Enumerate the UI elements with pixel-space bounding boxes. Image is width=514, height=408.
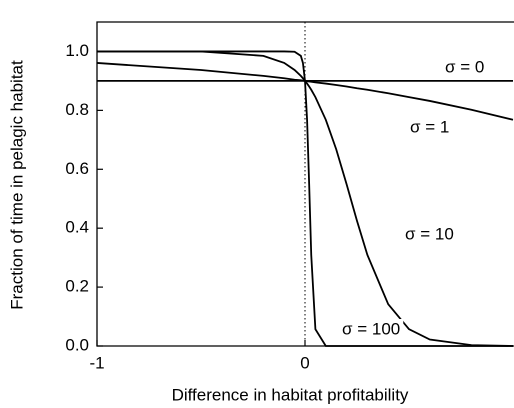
series-line bbox=[97, 50, 513, 347]
y-tick-label: 0.2 bbox=[65, 277, 89, 296]
x-tick-label: 0 bbox=[300, 353, 309, 372]
series-label: σ = 100 bbox=[342, 319, 400, 338]
series-label-bg bbox=[442, 57, 488, 79]
y-axis-title: Fraction of time in pelagic habitat bbox=[7, 60, 26, 310]
y-tick-label: 1.0 bbox=[65, 41, 89, 60]
x-tick-label: -1 bbox=[89, 353, 104, 372]
y-tick-label: 0.6 bbox=[65, 159, 89, 178]
series-label: σ = 1 bbox=[410, 117, 449, 136]
series-label: σ = 0 bbox=[445, 57, 484, 76]
series-label: σ = 10 bbox=[405, 224, 454, 243]
x-axis-title: Difference in habitat profitability bbox=[172, 385, 409, 404]
y-tick-label: 0.0 bbox=[65, 335, 89, 354]
series-line bbox=[97, 50, 514, 347]
y-tick-label: 0.8 bbox=[65, 100, 89, 119]
y-tick-label: 0.4 bbox=[65, 218, 89, 237]
plot-frame bbox=[96, 21, 514, 347]
series-label-bg bbox=[407, 117, 453, 139]
series-line bbox=[96, 62, 514, 121]
series-label-bg bbox=[402, 224, 457, 246]
series-label-bg bbox=[339, 319, 404, 341]
